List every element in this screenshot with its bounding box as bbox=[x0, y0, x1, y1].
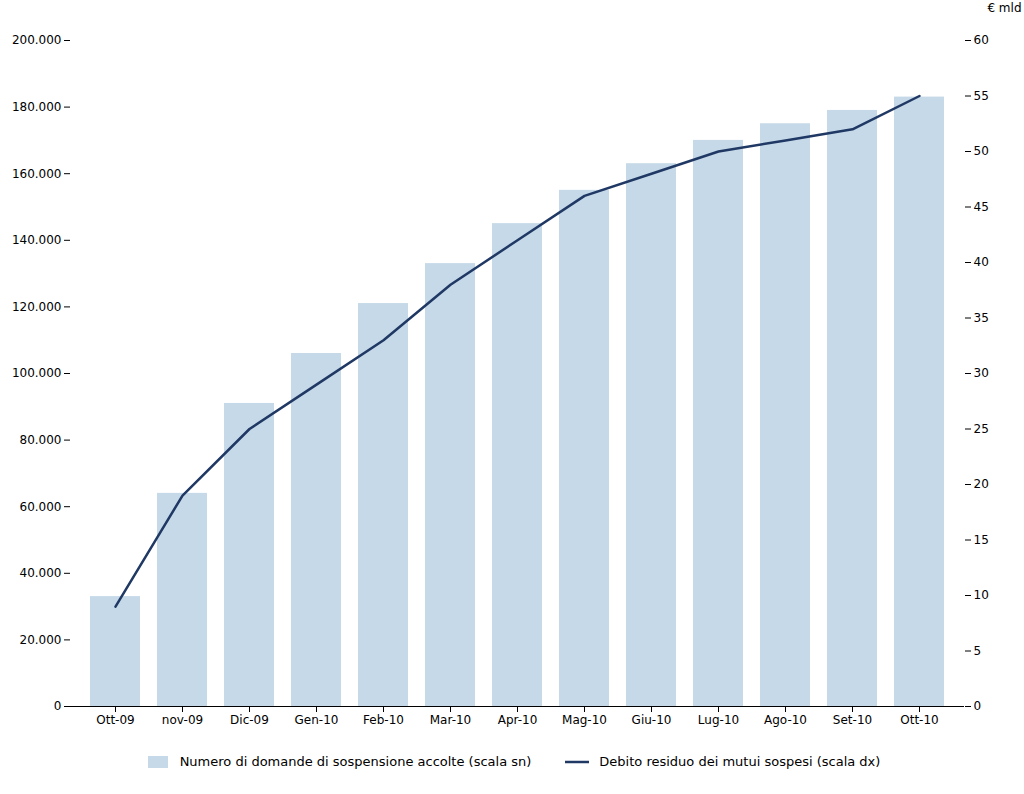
svg-text:60: 60 bbox=[974, 33, 989, 47]
svg-text:Gen-10: Gen-10 bbox=[295, 713, 339, 727]
svg-text:nov-09: nov-09 bbox=[162, 713, 203, 727]
svg-text:Feb-10: Feb-10 bbox=[363, 713, 404, 727]
svg-text:Dic-09: Dic-09 bbox=[230, 713, 269, 727]
svg-text:120.000: 120.000 bbox=[12, 300, 62, 314]
svg-text:Ott-09: Ott-09 bbox=[96, 713, 134, 727]
html-text:Numero di domande di sospensio: Numero di domande di sospensione accolte… bbox=[179, 754, 532, 769]
html-text:Debito residuo dei mutui sospe: Debito residuo dei mutui sospesi (scala … bbox=[599, 754, 881, 769]
svg-text:0: 0 bbox=[974, 699, 982, 713]
svg-text:20: 20 bbox=[974, 477, 989, 491]
svg-text:40.000: 40.000 bbox=[20, 566, 62, 580]
svg-text:Lug-10: Lug-10 bbox=[698, 713, 739, 727]
svg-text:50: 50 bbox=[974, 144, 989, 158]
svg-text:160.000: 160.000 bbox=[12, 167, 62, 181]
svg-text:140.000: 140.000 bbox=[12, 233, 62, 247]
svg-text:Set-10: Set-10 bbox=[833, 713, 872, 727]
svg-text:Apr-10: Apr-10 bbox=[498, 713, 538, 727]
svg-text:Ott-10: Ott-10 bbox=[900, 713, 938, 727]
svg-text:35: 35 bbox=[974, 311, 989, 325]
svg-text:25: 25 bbox=[974, 422, 989, 436]
svg-text:60.000: 60.000 bbox=[20, 500, 62, 514]
svg-text:Giu-10: Giu-10 bbox=[632, 713, 672, 727]
svg-text:180.000: 180.000 bbox=[12, 100, 62, 114]
svg-text:30: 30 bbox=[974, 366, 989, 380]
svg-text:5: 5 bbox=[974, 644, 982, 658]
svg-text:55: 55 bbox=[974, 89, 989, 103]
svg-text:45: 45 bbox=[974, 200, 989, 214]
svg-text:0: 0 bbox=[54, 699, 62, 713]
svg-text:€ mld: € mld bbox=[987, 1, 1021, 15]
svg-text:Ago-10: Ago-10 bbox=[764, 713, 807, 727]
svg-text:100.000: 100.000 bbox=[12, 366, 62, 380]
svg-text:10: 10 bbox=[974, 588, 989, 602]
svg-text:15: 15 bbox=[974, 533, 989, 547]
svg-text:80.000: 80.000 bbox=[20, 433, 62, 447]
svg-text:40: 40 bbox=[974, 255, 989, 269]
svg-text:200.000: 200.000 bbox=[12, 33, 62, 47]
svg-text:Mag-10: Mag-10 bbox=[562, 713, 607, 727]
svg-text:20.000: 20.000 bbox=[20, 633, 62, 647]
svg-text:Mar-10: Mar-10 bbox=[430, 713, 471, 727]
